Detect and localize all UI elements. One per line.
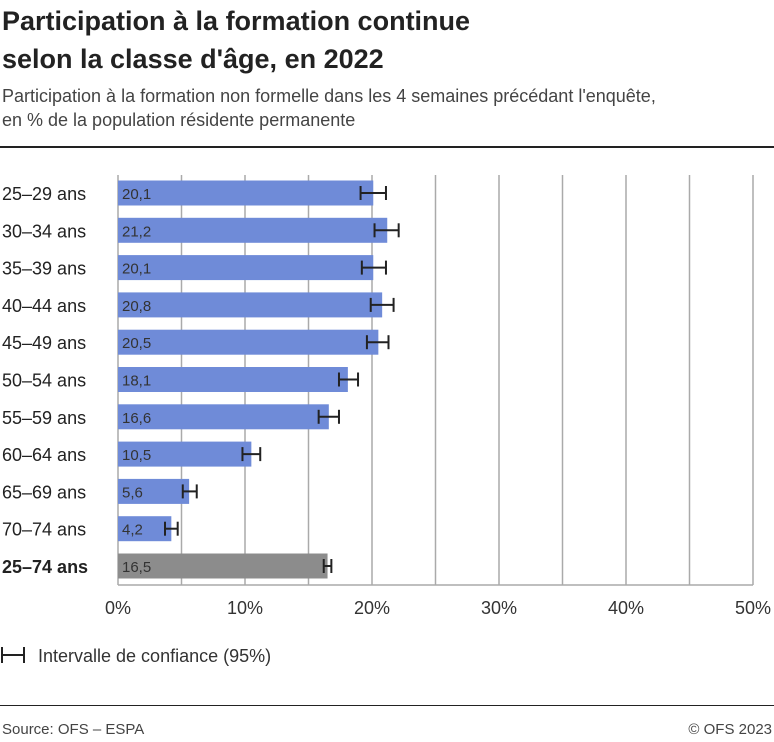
bar-plot: 20,1 25–29 ans 21,2 30–34 ans 20,1 35–39 ans 2…	[1, 175, 771, 666]
data-label: 20,8	[122, 298, 151, 315]
data-label: 20,1	[122, 186, 151, 203]
data-label: 20,5	[122, 335, 151, 352]
x-tick-label: 50%	[735, 598, 771, 618]
bar	[118, 217, 388, 243]
x-tick-label: 10%	[227, 598, 263, 618]
bar	[118, 441, 252, 467]
bar	[118, 180, 374, 206]
data-label: 4,2	[122, 522, 143, 539]
chart-subtitle: Participation à la formation non formell…	[2, 84, 772, 132]
category-label: 35–39 ans	[2, 259, 86, 279]
top-rule	[0, 146, 774, 148]
bar	[118, 478, 190, 504]
data-label: 16,5	[122, 559, 151, 576]
data-label: 21,2	[122, 223, 151, 240]
bar	[118, 516, 172, 542]
data-label: 18,1	[122, 373, 151, 390]
category-label: 45–49 ans	[2, 333, 86, 353]
bar	[118, 292, 383, 318]
x-tick-label: 0%	[105, 598, 131, 618]
data-label: 5,6	[122, 484, 143, 501]
copyright: © OFS 2023	[688, 721, 772, 738]
legend-label: Intervalle de confiance (95%)	[38, 646, 271, 666]
category-label: 50–54 ans	[2, 371, 86, 391]
bottom-rule	[0, 705, 774, 706]
x-tick-label: 40%	[608, 598, 644, 618]
category-label: 25–74 ans	[2, 557, 88, 577]
category-label: 70–74 ans	[2, 520, 86, 540]
category-label: 30–34 ans	[2, 221, 86, 241]
category-label: 55–59 ans	[2, 408, 86, 428]
category-label: 25–29 ans	[2, 184, 86, 204]
bar	[118, 553, 328, 579]
data-label: 16,6	[122, 410, 151, 427]
data-label: 10,5	[122, 447, 151, 464]
source-note: Source: OFS – ESPA	[2, 721, 145, 738]
bar	[118, 367, 348, 392]
title-line-2: selon la classe d'âge, en 2022	[2, 44, 384, 74]
x-tick-label: 20%	[354, 598, 390, 618]
category-label: 65–69 ans	[2, 482, 86, 502]
x-tick-label: 30%	[481, 598, 517, 618]
bar	[118, 255, 374, 281]
data-label: 20,1	[122, 261, 151, 278]
category-label: 40–44 ans	[2, 296, 86, 316]
subtitle-line-2: en % de la population résidente permanen…	[2, 110, 356, 130]
chart-title: Participation à la formation continue sel…	[2, 2, 702, 78]
bar	[118, 404, 329, 430]
bar	[118, 329, 379, 355]
category-label: 60–64 ans	[2, 445, 86, 465]
title-line-1: Participation à la formation continue	[2, 6, 471, 36]
subtitle-line-1: Participation à la formation non formell…	[2, 86, 656, 106]
